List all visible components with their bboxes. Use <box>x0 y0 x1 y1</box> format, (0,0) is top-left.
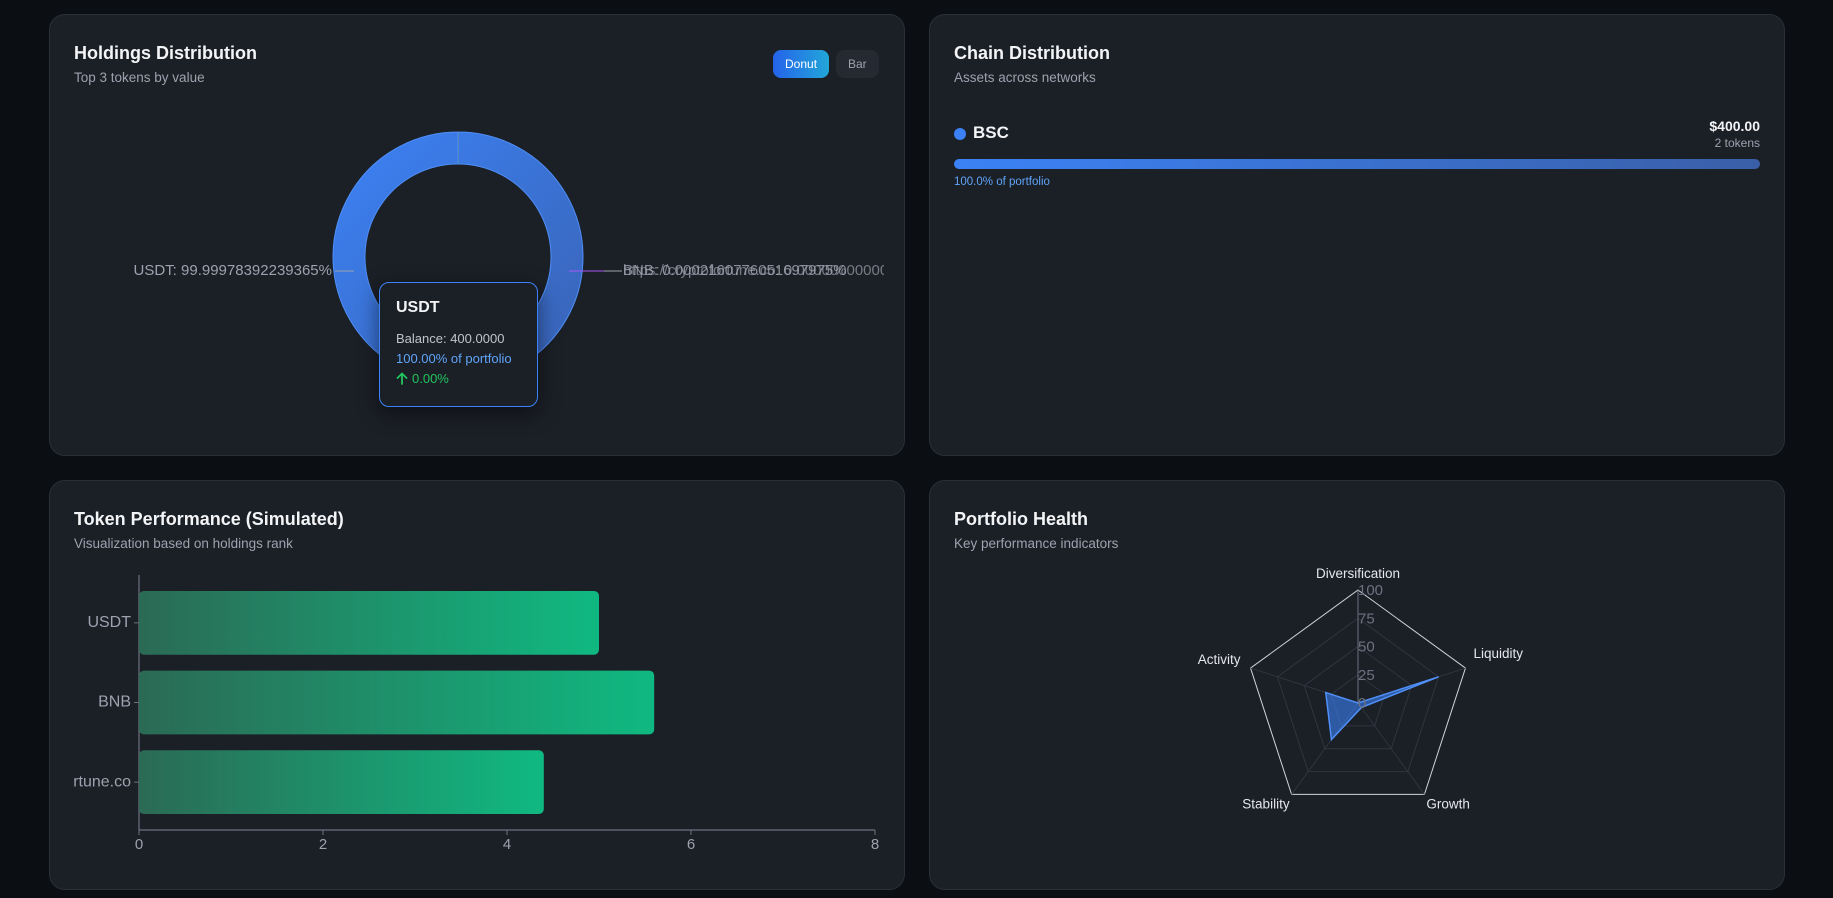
chain-token-count: 2 tokens <box>1714 136 1760 150</box>
bar-rtune-co[interactable] <box>139 750 544 815</box>
radar-axis-label-stability: Stability <box>1242 796 1290 811</box>
x-tick-label-6: 6 <box>687 836 695 853</box>
tooltip-change: 0.00% <box>396 371 521 386</box>
holdings-card: Holdings Distribution Top 3 tokens by va… <box>49 14 905 456</box>
radar-axis-label-activity: Activity <box>1198 652 1241 667</box>
radar-tick-label-25: 25 <box>1358 667 1375 684</box>
tooltip-change-value: 0.00% <box>412 371 449 386</box>
chain-subtitle: Assets across networks <box>954 70 1096 85</box>
chain-name: BSC <box>973 123 1009 142</box>
radar-grid-ring-3 <box>1276 617 1440 773</box>
health-subtitle: Key performance indicators <box>954 536 1119 551</box>
radar-axis-label-growth: Growth <box>1426 796 1470 811</box>
health-card: Portfolio Health Key performance indicat… <box>929 480 1785 890</box>
x-tick-label-0: 0 <box>135 836 143 853</box>
performance-bar-chart: USDT BNB rtune.co 0 2 4 6 8 <box>73 575 879 853</box>
performance-subtitle: Visualization based on holdings rank <box>74 536 293 551</box>
chain-color-dot <box>954 128 966 140</box>
radar-axis-label-liquidity: Liquidity <box>1473 646 1523 661</box>
x-tick-label-4: 4 <box>503 836 511 853</box>
chain-value: $400.00 <box>1709 118 1760 134</box>
y-tick-label-bnb: BNB <box>98 694 131 711</box>
radar-grid-ring-1 <box>1330 674 1386 727</box>
arrow-up-icon <box>396 372 408 385</box>
radar-tick-label-100: 100 <box>1358 582 1383 599</box>
health-title: Portfolio Health <box>954 509 1088 529</box>
chain-card: Chain Distribution Assets across network… <box>929 14 1785 456</box>
radar-tick-label-75: 75 <box>1358 610 1375 627</box>
donut-slice-bnb[interactable] <box>457 132 459 165</box>
chain-progress-fill <box>954 159 1760 169</box>
radar-axis-label-diversification: Diversification <box>1316 566 1400 581</box>
performance-card: Token Performance (Simulated) Visualizat… <box>49 480 905 890</box>
bar-toggle-button[interactable]: Bar <box>836 50 879 78</box>
donut-slice-https-cryptofortune-co[interactable] <box>458 132 459 165</box>
donut-toggle-button[interactable]: Donut <box>773 50 830 78</box>
tooltip-title: USDT <box>396 299 440 316</box>
radar-grid-ring-2 <box>1303 645 1413 750</box>
x-tick-label-2: 2 <box>319 836 327 853</box>
chain-progress-track <box>954 159 1760 169</box>
x-tick-label-8: 8 <box>871 836 879 853</box>
y-tick-label-usdt: USDT <box>87 614 131 631</box>
chain-title: Chain Distribution <box>954 43 1110 63</box>
tooltip-balance: Balance: 400.0000 <box>396 331 505 346</box>
radar-grid-ring-4 <box>1249 589 1467 795</box>
bar-usdt[interactable] <box>139 590 599 655</box>
chain-percent-label: 100.0% of portfolio <box>954 176 1050 188</box>
tooltip-portfolio-share: 100.00% of portfolio <box>396 351 512 366</box>
bar-bnb[interactable] <box>139 670 655 735</box>
radar-tick-label-0: 0 <box>1358 695 1366 712</box>
radar-tick-label-50: 50 <box>1358 639 1375 656</box>
other-slice-label: https://cryptofortune.co: 0.000000000000… <box>623 262 905 279</box>
usdt-tooltip: USDT Balance: 400.0000 100.00% of portfo… <box>379 282 538 407</box>
performance-title: Token Performance (Simulated) <box>74 509 344 529</box>
y-tick-label-rtune-co: rtune.co <box>73 773 131 790</box>
radar-spoke-growth <box>1357 702 1425 795</box>
bnb-slice-label: BNB: 0.0002160776051697975% <box>623 262 847 279</box>
usdt-slice-label: USDT: 99.99978392239365% <box>134 262 333 279</box>
holdings-subtitle: Top 3 tokens by value <box>74 70 205 85</box>
holdings-title: Holdings Distribution <box>74 43 257 63</box>
radar-series-area[interactable] <box>1324 676 1439 742</box>
